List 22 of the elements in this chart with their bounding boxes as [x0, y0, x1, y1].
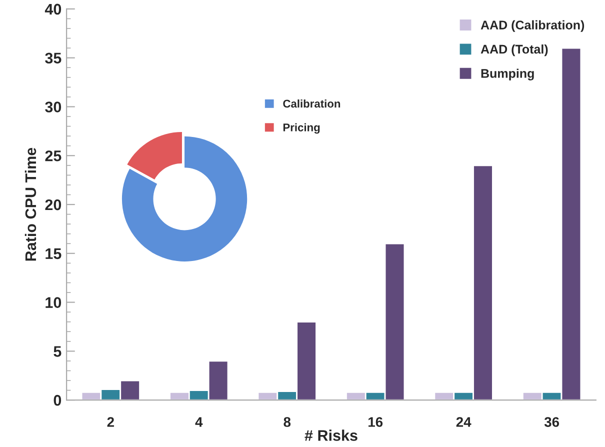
- y-tick-label: 30: [45, 102, 62, 112]
- y-tick-label: 0: [54, 394, 62, 406]
- y-axis-title: Ratio CPU Time: [24, 148, 36, 261]
- y-tick-label: 5: [54, 346, 62, 357]
- legend-label: Calibration: [283, 99, 340, 108]
- y-tick-label: 10: [46, 297, 62, 308]
- legend-label: Pricing: [283, 123, 320, 134]
- y-tick-label: 40: [44, 4, 62, 15]
- x-axis-title: # Risks: [304, 430, 358, 441]
- legend-label: AAD (Total): [480, 44, 548, 56]
- x-tick-label: 2: [107, 417, 114, 427]
- y-tick-label: 15: [46, 248, 62, 260]
- y-tick-label: 35: [45, 52, 62, 64]
- y-tick-label: 20: [45, 199, 62, 210]
- legend-label: AAD (Calibration): [480, 20, 584, 32]
- legend-label: Bumping: [481, 68, 534, 80]
- y-tick-label: 25: [45, 150, 62, 162]
- x-tick-label: 8: [284, 417, 291, 427]
- x-tick-label: 36: [544, 417, 560, 427]
- x-tick-label: 16: [368, 417, 383, 427]
- x-tick-label: 24: [456, 417, 472, 427]
- x-tick-label: 4: [195, 417, 203, 427]
